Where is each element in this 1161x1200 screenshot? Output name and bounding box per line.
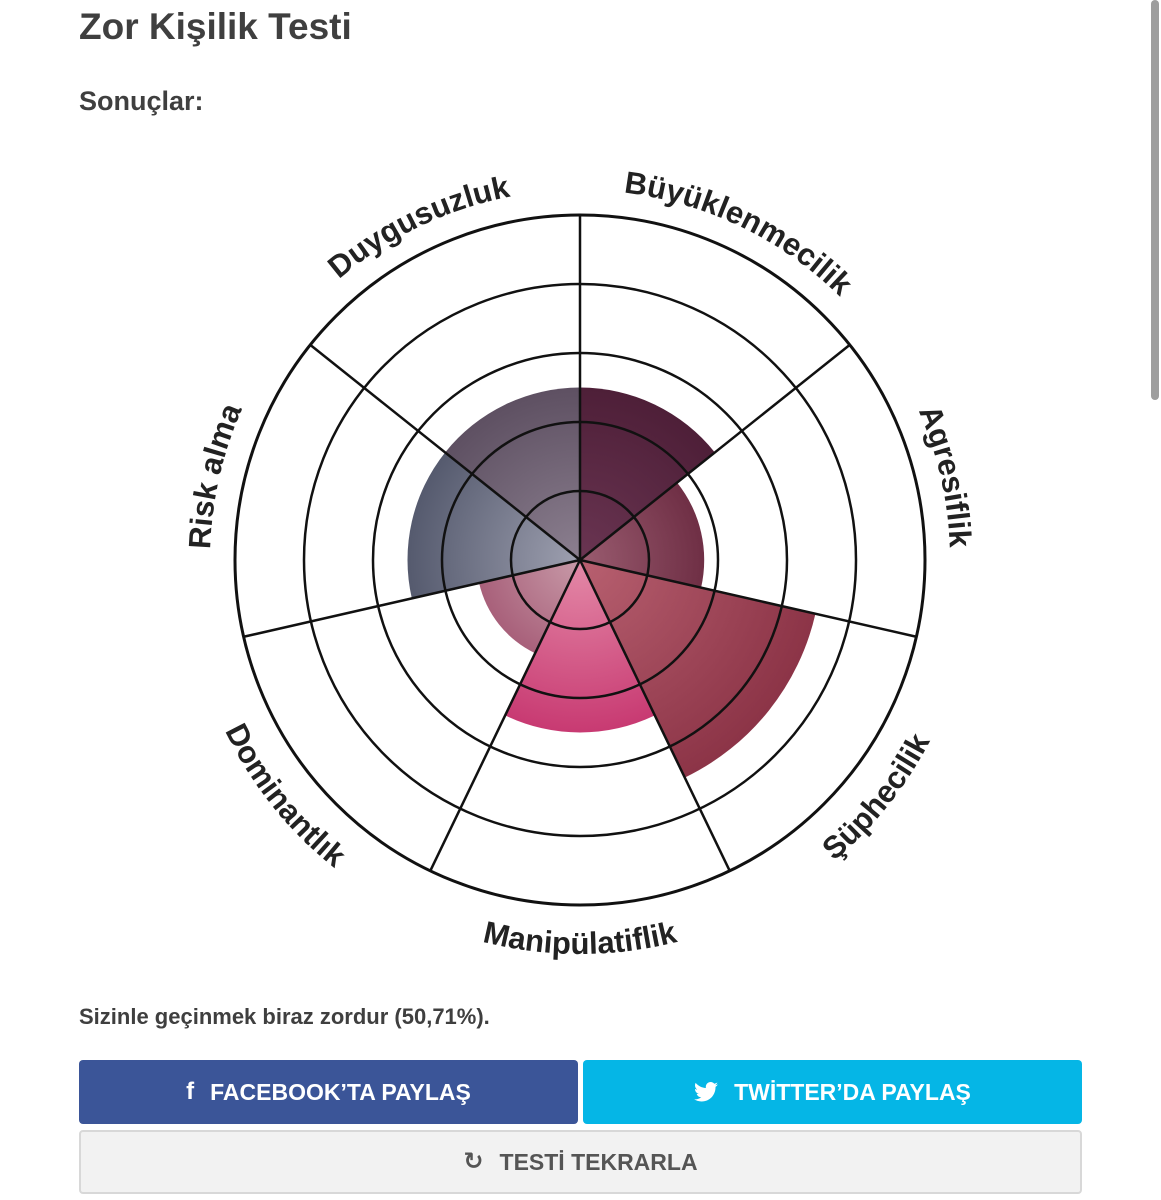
label-buyuklenmecilik: Büyüklenmecilik (622, 165, 859, 303)
sector-agresiflik (580, 482, 705, 588)
sector-risk-alma (407, 452, 580, 599)
label-duygusuzluk: Duygusuzluk (321, 169, 513, 285)
retry-test-button[interactable]: ↻ TESTİ TEKRARLA (79, 1130, 1082, 1194)
chart-grid (233, 213, 927, 907)
facebook-icon: f (186, 1078, 195, 1105)
grid-spoke (578, 559, 731, 872)
sector-duygusuzluk (445, 387, 580, 560)
label-manipulatiflik: Manipülatiflik (480, 914, 680, 961)
facebook-share-button[interactable]: f FACEBOOK’TA PAYLAŞ (79, 1060, 578, 1124)
scrollbar[interactable] (1151, 0, 1159, 400)
results-heading: Sonuçlar: (79, 86, 204, 116)
label-risk-alma: Risk alma (182, 397, 249, 549)
result-text: Sizinle geçinmek biraz zordur (50,71%). (79, 1004, 490, 1029)
sector-manipulatiflik (505, 560, 655, 733)
grid-spoke (309, 343, 581, 561)
facebook-share-label: FACEBOOK’TA PAYLAŞ (210, 1078, 471, 1105)
grid-spoke (579, 343, 851, 561)
refresh-icon: ↻ (463, 1148, 484, 1175)
page-title: Zor Kişilik Testi (79, 6, 352, 47)
sector-suphecilik (580, 560, 816, 778)
polar-chart: BüyüklenmecilikAgresiflikŞüphecilikManip… (182, 165, 978, 961)
retry-test-label: TESTİ TEKRARLA (499, 1148, 698, 1175)
twitter-share-button[interactable]: TWİTTER’DA PAYLAŞ (583, 1060, 1082, 1124)
label-suphecilik: Şüphecilik (815, 727, 936, 867)
grid-spoke (243, 558, 581, 638)
twitter-icon (694, 1082, 719, 1102)
grid-spoke (429, 559, 582, 872)
sector-buyuklenmecilik (580, 387, 715, 560)
twitter-share-label: TWİTTER’DA PAYLAŞ (734, 1078, 971, 1105)
grid-spoke (579, 558, 917, 638)
